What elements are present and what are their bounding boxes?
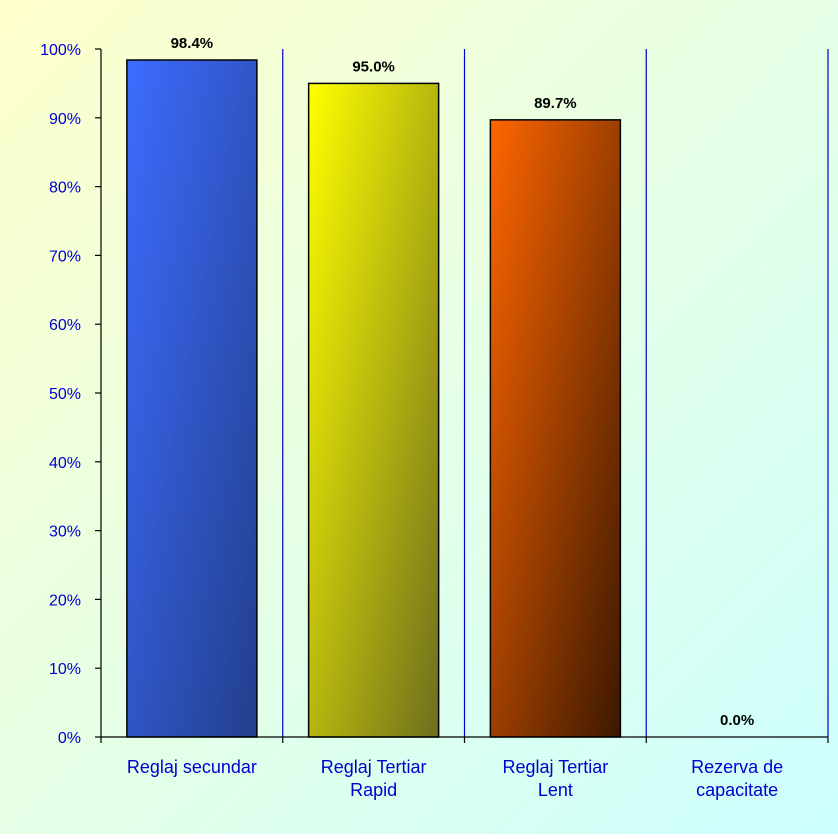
y-tick-label: 10% bbox=[49, 661, 81, 678]
data-label: 89.7% bbox=[534, 95, 577, 112]
x-category-label-line: Lent bbox=[538, 780, 573, 800]
x-category-label: Rezerva de capacitate bbox=[691, 757, 783, 800]
bar bbox=[307, 82, 440, 738]
x-category-label-line: capacitate bbox=[696, 780, 778, 800]
bars bbox=[126, 59, 622, 738]
x-category-label-line: Reglaj Tertiar bbox=[503, 757, 609, 777]
y-tick-label: 60% bbox=[49, 317, 81, 334]
bar bbox=[126, 59, 258, 738]
category-separators bbox=[282, 49, 829, 737]
data-label: 95.0% bbox=[352, 58, 395, 75]
y-tick-label: 40% bbox=[49, 455, 81, 472]
y-tick-label: 70% bbox=[49, 248, 81, 265]
y-tick-label: 50% bbox=[49, 386, 81, 403]
x-category-label: Reglaj Tertiar Rapid bbox=[321, 757, 427, 800]
x-category-label-line: Reglaj Tertiar bbox=[321, 757, 427, 777]
y-tick-label: 80% bbox=[49, 180, 81, 197]
bar bbox=[489, 119, 622, 738]
x-category-label: Reglaj secundar bbox=[127, 757, 257, 777]
data-label: 98.4% bbox=[171, 35, 214, 52]
y-tick-label: 20% bbox=[49, 592, 81, 609]
y-tick-label: 0% bbox=[58, 730, 81, 747]
x-category-label: Reglaj Tertiar Lent bbox=[503, 757, 609, 800]
data-label: 0.0% bbox=[720, 712, 754, 729]
axes: 0% 10% 20% 30% 40% 50% 60% 70% 80% 90% 100% Reglaj … bbox=[40, 42, 829, 800]
x-category-label-line: Reglaj secundar bbox=[127, 757, 257, 777]
x-category-label-line: Rezerva de bbox=[691, 757, 783, 777]
y-tick-label: 100% bbox=[40, 42, 81, 59]
data-labels: 98.4% 95.0% 89.7% 0.0% bbox=[171, 35, 755, 729]
y-tick-label: 90% bbox=[49, 111, 81, 128]
x-category-label-line: Rapid bbox=[350, 780, 397, 800]
y-tick-label: 30% bbox=[49, 524, 81, 541]
